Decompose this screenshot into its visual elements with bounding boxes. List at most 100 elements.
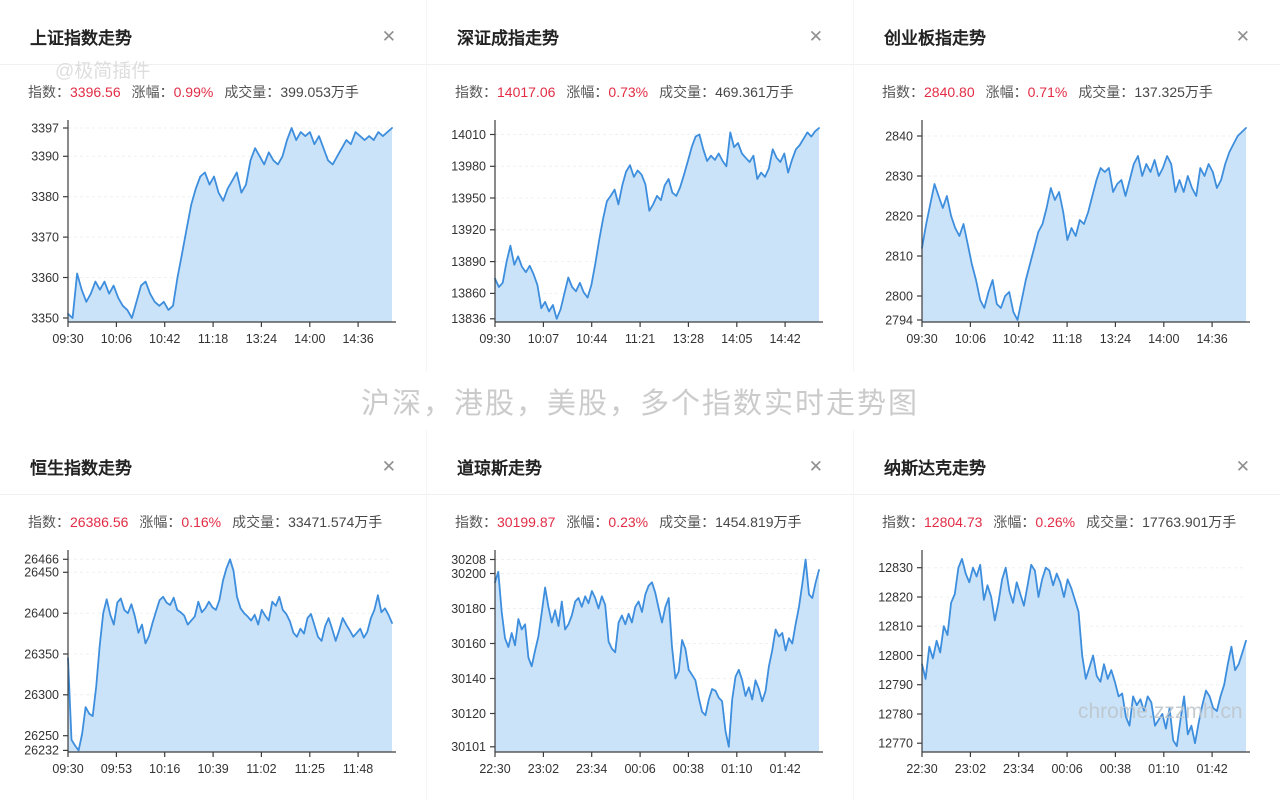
close-icon[interactable]: ✕	[381, 27, 396, 46]
index-value: 2840.80	[924, 84, 975, 100]
y-tick-label: 13920	[451, 223, 486, 237]
change-label: 涨幅：	[139, 514, 182, 530]
y-tick-label: 13890	[451, 255, 486, 269]
axes	[67, 550, 396, 753]
card-title: 恒生指数走势	[30, 459, 132, 478]
area-fill	[495, 128, 819, 322]
stats-row: 指数：12804.73 涨幅：0.26% 成交量：17763.901万手	[854, 495, 1280, 532]
area-fill	[495, 559, 819, 752]
axes	[921, 120, 1250, 323]
card-header: 恒生指数走势 ✕	[0, 430, 426, 494]
y-tick-label: 26232	[24, 744, 59, 758]
header-divider	[427, 64, 853, 65]
header-divider	[854, 494, 1280, 495]
index-card-shenzhen: 深证成指走势 ✕ 指数：14017.06 涨幅：0.73% 成交量：469.361万手 1…	[427, 0, 854, 372]
y-tick-label: 12820	[878, 590, 913, 604]
trend-line	[67, 127, 393, 319]
x-tick-label: 01:10	[721, 762, 752, 776]
volume-value: 33471.574万手	[288, 514, 383, 530]
close-icon[interactable]: ✕	[1235, 457, 1250, 476]
card-header: 创业板指走势 ✕	[854, 0, 1280, 64]
y-tick-label: 2830	[885, 169, 913, 183]
x-tick-label: 10:06	[101, 332, 132, 346]
stats-row: 指数：2840.80 涨幅：0.71% 成交量：137.325万手	[854, 65, 1280, 102]
trend-chart: 12830 12820 12810 12800 12790 12780 12770 22:30…	[854, 540, 1280, 792]
index-label: 指数：	[882, 514, 924, 530]
top-row: 上证指数走势 ✕ 指数：3396.56 涨幅：0.99% 成交量：399.053万手 33…	[0, 0, 1280, 372]
index-label: 指数：	[28, 84, 70, 100]
x-tick-label: 10:42	[149, 332, 180, 346]
card-header: 深证成指走势 ✕	[427, 0, 853, 64]
y-tick-label: 12810	[878, 620, 913, 634]
y-tick-label: 13950	[451, 191, 486, 205]
close-icon[interactable]: ✕	[1235, 27, 1250, 46]
y-tick-label: 3380	[31, 190, 59, 204]
stats-row: 指数：30199.87 涨幅：0.23% 成交量：1454.819万手	[427, 495, 853, 532]
caption-strip: 沪深，港股，美股，多个指数实时走势图	[0, 372, 1280, 430]
change-label: 涨幅：	[993, 514, 1036, 530]
close-icon[interactable]: ✕	[808, 457, 823, 476]
volume-value: 1454.819万手	[715, 514, 802, 530]
x-tick-label: 11:18	[1052, 332, 1082, 346]
y-tick-label: 2820	[885, 209, 913, 223]
x-tick-label: 14:00	[294, 332, 325, 346]
x-tick-label: 09:30	[479, 332, 510, 346]
area-fill	[922, 558, 1246, 752]
y-tick-label: 26450	[24, 566, 59, 580]
volume-value: 17763.901万手	[1142, 514, 1237, 530]
close-icon[interactable]: ✕	[808, 27, 823, 46]
x-tick-label: 11:18	[198, 332, 228, 346]
y-tick-label: 3390	[31, 150, 59, 164]
y-tick-label: 2800	[885, 289, 913, 303]
trend-chart: 14010 13980 13950 13920 13890 13860 13836 09:30…	[427, 110, 853, 362]
index-value: 3396.56	[70, 84, 121, 100]
x-tick-label: 10:42	[1003, 332, 1034, 346]
x-tick-label: 09:53	[101, 762, 132, 776]
x-tick-label: 14:36	[342, 332, 373, 346]
card-title: 道琼斯走势	[457, 459, 542, 478]
y-tick-label: 30101	[451, 740, 486, 754]
x-tick-label: 23:02	[528, 762, 559, 776]
header-divider	[854, 64, 1280, 65]
y-tick-label: 30200	[451, 567, 486, 581]
x-tick-label: 13:24	[246, 332, 277, 346]
trend-chart: 2840 2830 2820 2810 2800 2794 09:30 10:06 10:42 1…	[854, 110, 1280, 362]
chart-svg-shanghai: 3397 3390 3380 3370 3360 3350 09:30 10:06 10:42 1…	[31, 120, 396, 346]
y-tick-label: 2794	[885, 313, 913, 327]
trend-line	[921, 558, 1247, 747]
trend-chart: 26466 26450 26400 26350 26300 26250 26232 09:30…	[0, 540, 426, 792]
x-tick-label: 09:30	[52, 332, 83, 346]
close-icon[interactable]: ✕	[381, 457, 396, 476]
x-tick-label: 14:05	[721, 332, 752, 346]
change-value: 0.16%	[181, 514, 222, 530]
x-tick-label: 10:16	[149, 762, 180, 776]
x-tick-label: 01:42	[1196, 762, 1227, 776]
card-title: 创业板指走势	[884, 29, 986, 48]
volume-label: 成交量：	[232, 514, 289, 530]
card-header: 道琼斯走势 ✕	[427, 430, 853, 494]
trend-line	[67, 558, 393, 752]
stats-row: 指数：26386.56 涨幅：0.16% 成交量：33471.574万手	[0, 495, 426, 532]
change-value: 0.99%	[173, 84, 214, 100]
x-tick-label: 00:38	[673, 762, 704, 776]
y-tick-label: 3350	[31, 311, 59, 325]
card-header: 上证指数走势 ✕	[0, 0, 426, 64]
change-label: 涨幅：	[131, 84, 174, 100]
y-tick-label: 3370	[31, 230, 59, 244]
x-tick-label: 23:34	[1003, 762, 1034, 776]
y-tick-label: 2840	[885, 129, 913, 143]
x-tick-label: 14:36	[1196, 332, 1227, 346]
volume-label: 成交量：	[659, 84, 716, 100]
index-value: 26386.56	[70, 514, 129, 530]
x-tick-label: 22:30	[479, 762, 510, 776]
card-title: 纳斯达克走势	[884, 459, 986, 478]
y-tick-label: 12770	[878, 737, 913, 751]
volume-label: 成交量：	[224, 84, 281, 100]
x-tick-label: 10:44	[576, 332, 607, 346]
trend-chart: 3397 3390 3380 3370 3360 3350 09:30 10:06 10:42 1…	[0, 110, 426, 362]
x-tick-label: 22:30	[906, 762, 937, 776]
y-tick-label: 13836	[451, 312, 486, 326]
index-value: 14017.06	[497, 84, 556, 100]
card-title: 上证指数走势	[30, 29, 132, 48]
